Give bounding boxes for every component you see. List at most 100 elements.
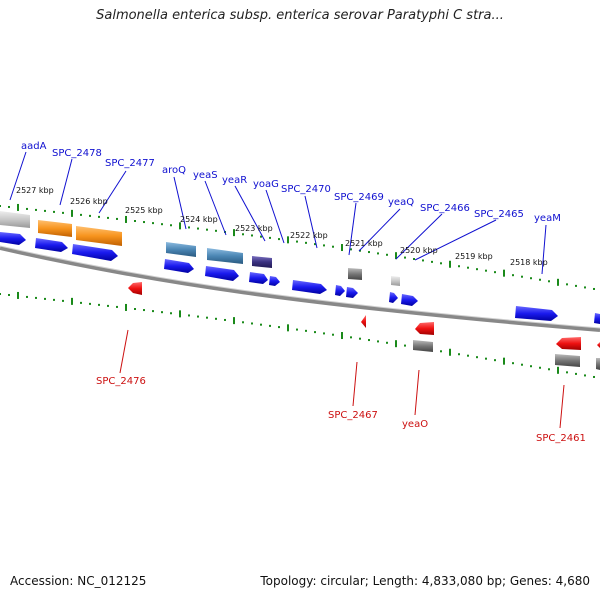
kbp-label: 2523 kbp [235, 224, 273, 233]
feature-block-gray [413, 340, 433, 352]
minor-tick [314, 243, 316, 246]
minor-tick [476, 268, 478, 271]
minor-tick [575, 284, 577, 287]
major-tick [449, 260, 451, 268]
minor-tick [350, 248, 352, 251]
minor-tick [458, 353, 460, 356]
minor-tick [377, 252, 379, 255]
gene-labels-top: aadA SPC_2478 SPC_2477 aroQ yeaS yeaR yo… [21, 141, 561, 224]
major-tick [179, 310, 181, 318]
major-tick [341, 244, 343, 252]
gene-arrow-forward [164, 259, 194, 273]
gene-arrow-forward [594, 313, 600, 324]
minor-tick [467, 266, 469, 269]
kbp-label: 2525 kbp [125, 206, 163, 215]
gene-label: SPC_2469 [334, 192, 384, 203]
minor-tick [53, 298, 55, 301]
minor-tick [584, 286, 586, 289]
topology-summary: Topology: circular; Length: 4,833,080 bp… [260, 574, 590, 588]
ticks-lower [0, 291, 595, 378]
minor-tick [26, 207, 28, 210]
major-tick [125, 303, 127, 311]
minor-tick [116, 217, 118, 220]
minor-tick [548, 368, 550, 371]
minor-tick [44, 297, 46, 300]
minor-tick [440, 350, 442, 353]
minor-tick [215, 229, 217, 232]
minor-tick [521, 363, 523, 366]
minor-tick [116, 305, 118, 308]
gene-arrow-forward [515, 306, 558, 321]
feature-block-orange [76, 226, 122, 246]
major-tick [233, 317, 235, 325]
minor-tick [566, 371, 568, 374]
minor-tick [197, 315, 199, 318]
minor-tick [251, 322, 253, 325]
major-tick [71, 209, 73, 217]
gene-label: SPC_2470 [281, 184, 331, 195]
minor-tick [134, 308, 136, 311]
minor-tick [476, 356, 478, 359]
minor-tick [539, 278, 541, 281]
major-tick [287, 236, 289, 244]
gene-arrow-forward [205, 266, 239, 281]
feature-block-gray [348, 268, 362, 280]
minor-tick [467, 354, 469, 357]
forward-genes [0, 232, 600, 324]
minor-tick [323, 244, 325, 247]
minor-tick [206, 228, 208, 231]
minor-tick [332, 333, 334, 336]
kbp-label: 2524 kbp [180, 215, 218, 224]
minor-tick [224, 318, 226, 321]
gene-arrow-forward [72, 244, 118, 261]
kbp-label: 2520 kbp [400, 246, 438, 255]
label-connectors-top [9, 151, 547, 275]
minor-tick [359, 249, 361, 252]
major-tick [503, 269, 505, 277]
minor-tick [143, 221, 145, 224]
minor-tick [296, 240, 298, 243]
minor-tick [251, 234, 253, 237]
minor-tick [539, 366, 541, 369]
backbone-line [0, 246, 600, 332]
kbp-label: 2519 kbp [455, 252, 493, 261]
minor-tick [143, 309, 145, 312]
minor-tick [530, 365, 532, 368]
major-tick [341, 332, 343, 340]
minor-tick [359, 337, 361, 340]
major-tick [395, 340, 397, 348]
minor-tick [89, 214, 91, 217]
minor-tick [152, 222, 154, 225]
minor-tick [152, 310, 154, 313]
minor-tick [548, 280, 550, 283]
minor-tick [431, 260, 433, 263]
major-tick [179, 222, 181, 230]
gene-label: yeaO [402, 419, 428, 430]
gene-label: yeaR [222, 175, 247, 186]
kbp-label: 2527 kbp [16, 186, 54, 195]
gene-label: yeaS [193, 170, 218, 181]
gene-arrow-forward [35, 238, 68, 252]
minor-tick [368, 251, 370, 254]
gene-label: SPC_2476 [96, 376, 146, 387]
minor-tick [512, 274, 514, 277]
minor-tick [269, 236, 271, 239]
minor-tick [98, 215, 100, 218]
major-tick [287, 324, 289, 332]
minor-tick [8, 205, 10, 208]
minor-tick [512, 362, 514, 365]
feature-block-steel [166, 242, 196, 257]
minor-tick [296, 328, 298, 331]
gene-arrow-forward [269, 276, 280, 286]
minor-tick [170, 312, 172, 315]
kbp-label: 2526 kbp [70, 197, 108, 206]
minor-tick [278, 238, 280, 241]
minor-tick [107, 304, 109, 307]
minor-tick [530, 277, 532, 280]
reverse-genes [128, 282, 600, 350]
major-tick [449, 348, 451, 356]
minor-tick [26, 295, 28, 298]
feature-block-gray [555, 354, 580, 367]
minor-tick [368, 339, 370, 342]
